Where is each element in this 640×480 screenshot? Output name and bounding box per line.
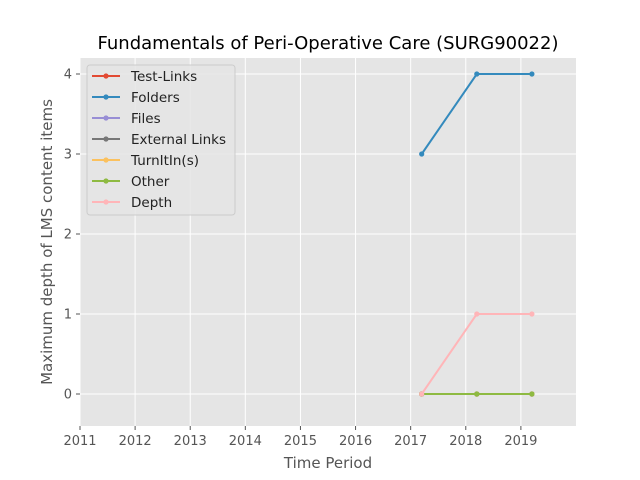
x-tick-label: 2011 <box>63 434 96 449</box>
data-point-depth <box>529 311 535 317</box>
data-point-depth <box>419 391 425 397</box>
legend-label-files: Files <box>131 111 161 127</box>
x-tick-label: 2012 <box>119 434 152 449</box>
chart-title: Fundamentals of Peri-Operative Care (SUR… <box>98 33 559 54</box>
legend-label-other: Other <box>131 174 170 190</box>
y-tick-label: 3 <box>64 148 72 163</box>
x-tick-label: 2014 <box>229 434 262 449</box>
data-point-folders <box>529 71 535 77</box>
data-point-folders <box>474 71 480 77</box>
x-tick-label: 2015 <box>284 434 317 449</box>
legend-marker-folders <box>103 94 109 100</box>
legend-label-folders: Folders <box>131 90 180 106</box>
x-tick-label: 2018 <box>449 434 482 449</box>
legend-marker-external-links <box>103 136 109 142</box>
legend: Test-Links Folders Files External Links Turn… <box>86 64 236 216</box>
data-point-other <box>474 391 480 397</box>
legend-marker-turnitin-s <box>103 157 109 163</box>
x-tick-label: 2017 <box>394 434 427 449</box>
y-axis-label: Maximum depth of LMS content items <box>38 99 56 385</box>
x-tick-label: 2019 <box>504 434 537 449</box>
legend-box <box>86 64 236 216</box>
legend-marker-depth <box>103 199 109 205</box>
legend-marker-files <box>103 115 109 121</box>
y-tick-label: 4 <box>64 68 72 83</box>
legend-marker-test-links <box>103 73 109 79</box>
y-tick-label: 0 <box>64 388 72 403</box>
legend-label-turnitin-s: TurnItIn(s) <box>130 153 199 169</box>
series-lines <box>419 71 535 397</box>
x-axis-ticks: 2011 2012 2013 2014 2015 2016 2017 2018 2019 <box>63 426 537 449</box>
data-point-folders <box>419 151 425 157</box>
x-tick-label: 2013 <box>174 434 207 449</box>
data-point-depth <box>474 311 480 317</box>
data-point-other <box>529 391 535 397</box>
legend-label-test-links: Test-Links <box>130 69 197 85</box>
x-tick-label: 2016 <box>339 434 372 449</box>
y-tick-label: 1 <box>64 308 72 323</box>
y-axis-ticks: 0 1 2 3 4 <box>64 68 80 403</box>
y-tick-label: 2 <box>64 228 72 243</box>
legend-marker-other <box>103 178 109 184</box>
legend-label-external-links: External Links <box>131 132 226 148</box>
legend-label-depth: Depth <box>131 195 172 211</box>
x-axis-label: Time Period <box>283 454 372 472</box>
